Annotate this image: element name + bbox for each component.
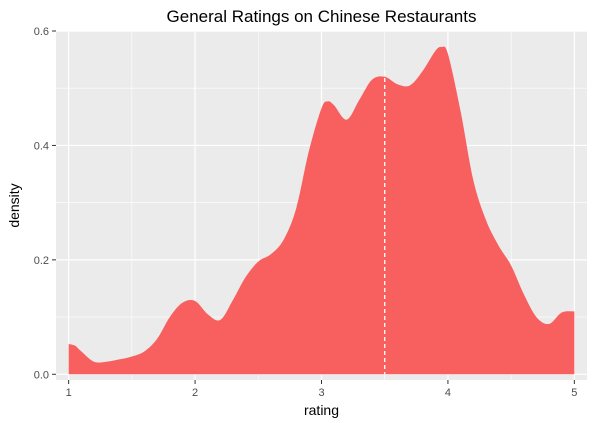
x-tick-label: 4 <box>445 387 451 399</box>
y-tick-label: 0.6 <box>34 26 49 38</box>
y-tick-label: 0.2 <box>34 255 49 267</box>
x-tick-label: 2 <box>192 387 198 399</box>
chart-title: General Ratings on Chinese Restaurants <box>167 7 477 26</box>
y-tick-label: 0.4 <box>34 140 49 152</box>
y-axis-ticks: 0.0 0.2 0.4 0.6 <box>34 26 56 381</box>
y-axis-title: density <box>6 183 22 227</box>
density-area <box>68 46 575 375</box>
x-tick-label: 5 <box>571 387 577 399</box>
y-tick-label: 0.0 <box>34 369 49 381</box>
x-axis-ticks: 1 2 3 4 5 <box>66 380 577 399</box>
x-axis-title: rating <box>304 402 339 418</box>
x-tick-label: 1 <box>66 387 72 399</box>
x-tick-label: 3 <box>318 387 324 399</box>
